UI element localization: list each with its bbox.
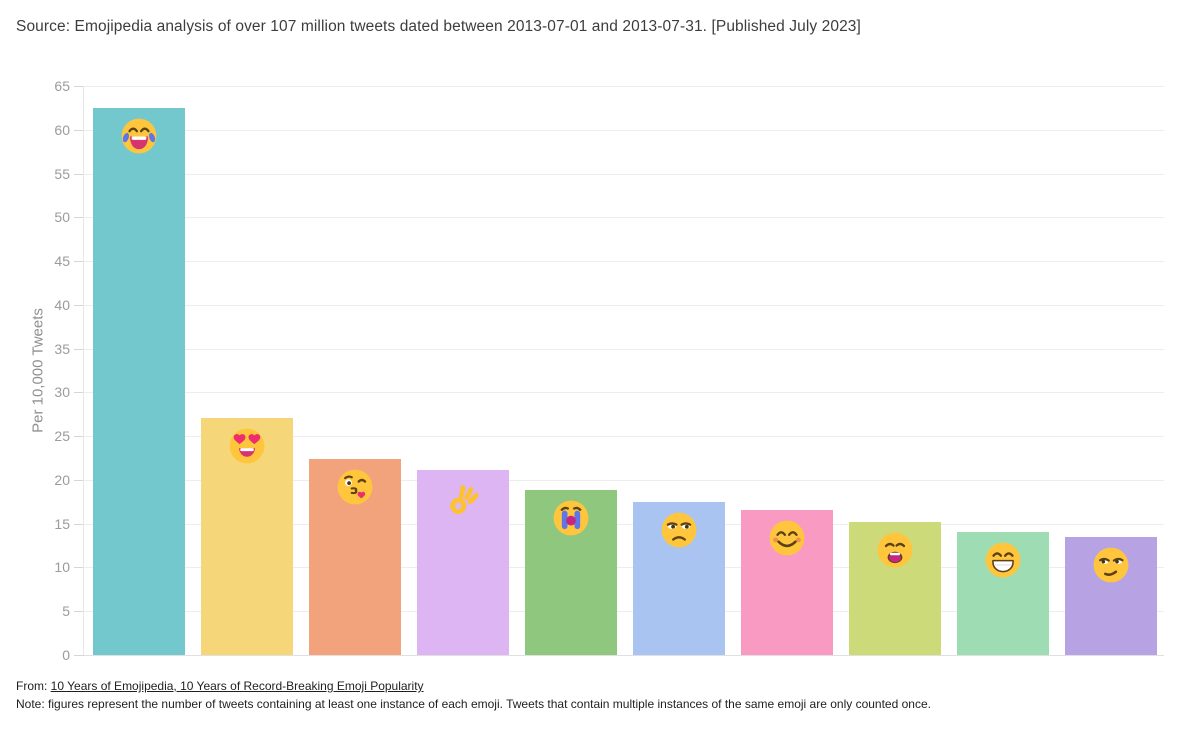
y-tick-mark [74, 479, 84, 481]
y-tick-label: 65 [54, 78, 70, 94]
heart-eyes-emoji-icon [228, 427, 266, 465]
source-caption: Source: Emojipedia analysis of over 107 … [16, 18, 861, 35]
source-article-link[interactable]: 10 Years of Emojipedia, 10 Years of Reco… [50, 679, 424, 693]
smirk-emoji-icon [1092, 546, 1130, 584]
gridline [83, 348, 1164, 350]
bar-face-with-tears-of-joy[interactable] [93, 107, 185, 655]
y-tick-mark [74, 392, 84, 394]
y-tick-mark [74, 261, 84, 263]
y-tick-mark [74, 129, 84, 131]
unamused-emoji-icon [660, 511, 698, 549]
grin-emoji-icon [984, 541, 1022, 579]
y-tick-label: 50 [54, 209, 70, 226]
from-line: From: 10 Years of Emojipedia, 10 Years o… [16, 678, 931, 696]
gridline [83, 392, 1164, 394]
y-tick-label: 55 [54, 165, 70, 182]
y-tick-label: 45 [54, 253, 70, 270]
gridline [83, 567, 1164, 569]
y-tick-mark [74, 567, 84, 569]
y-tick-label: 40 [54, 296, 70, 313]
y-tick-label: 0 [62, 647, 70, 663]
gridline [83, 479, 1164, 481]
y-tick-mark [74, 611, 84, 613]
gridline [83, 304, 1164, 306]
gridline [83, 436, 1164, 438]
ok-hand-emoji-icon [444, 479, 482, 517]
blush-emoji-icon [768, 519, 806, 557]
y-tick-label: 15 [54, 515, 70, 532]
gridline [83, 261, 1164, 263]
from-prefix: From: [16, 679, 51, 693]
y-tick-label: 35 [54, 340, 70, 357]
y-axis-line [83, 86, 84, 655]
y-tick-label: 60 [54, 121, 70, 138]
gridline [83, 655, 1164, 656]
y-tick-mark [74, 304, 84, 306]
gridline [83, 129, 1164, 131]
y-tick-mark [74, 436, 84, 438]
y-tick-mark [74, 655, 84, 656]
y-tick-mark [74, 217, 84, 219]
y-tick-mark [74, 523, 84, 525]
y-tick-mark [74, 348, 84, 350]
y-tick-label: 30 [54, 384, 70, 401]
y-tick-label: 10 [54, 559, 70, 576]
chart-footer: From: 10 Years of Emojipedia, 10 Years o… [16, 678, 931, 713]
y-tick-label: 5 [62, 603, 70, 620]
gridline [83, 611, 1164, 613]
weary-emoji-icon [876, 531, 914, 569]
gridline [83, 173, 1164, 175]
joy-emoji-icon [120, 117, 158, 155]
sob-emoji-icon [552, 499, 590, 537]
gridline [83, 217, 1164, 219]
gridline [83, 523, 1164, 525]
y-tick-mark [74, 86, 84, 87]
y-tick-mark [74, 173, 84, 175]
kiss-emoji-icon [336, 468, 374, 506]
gridline [83, 86, 1164, 87]
y-tick-label: 25 [54, 428, 70, 445]
note-line: Note: figures represent the number of tw… [16, 696, 931, 711]
y-tick-label: 20 [54, 471, 70, 488]
